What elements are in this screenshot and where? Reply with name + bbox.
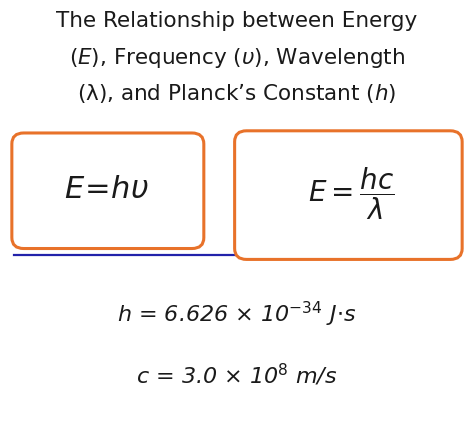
FancyBboxPatch shape [235, 131, 462, 259]
Text: $E\!=\!h\upsilon$: $E\!=\!h\upsilon$ [64, 175, 149, 204]
Text: ($E$), Frequency ($\upsilon$), Wavelength: ($E$), Frequency ($\upsilon$), Wavelengt… [69, 46, 405, 70]
Text: $E = \dfrac{hc}{\lambda}$: $E = \dfrac{hc}{\lambda}$ [308, 166, 394, 222]
Text: $c$ = 3.0 $\times$ 10$^{8}$ m/s: $c$ = 3.0 $\times$ 10$^{8}$ m/s [136, 362, 338, 388]
Text: (λ), and Planck’s Constant ($h$): (λ), and Planck’s Constant ($h$) [77, 81, 397, 105]
FancyBboxPatch shape [12, 133, 204, 249]
Text: The Relationship between Energy: The Relationship between Energy [56, 11, 418, 31]
Text: $h$ = 6.626 $\times$ 10$^{-34}$ J$\cdot$s: $h$ = 6.626 $\times$ 10$^{-34}$ J$\cdot$… [118, 300, 356, 328]
